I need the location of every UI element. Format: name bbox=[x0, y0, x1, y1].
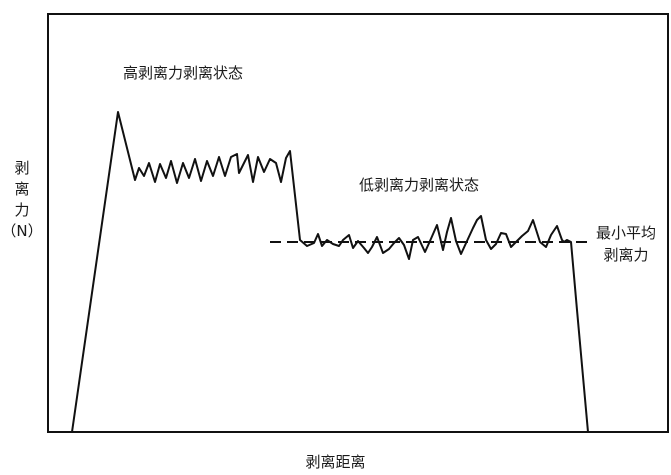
min-average-force-label: 最小平均 剥离力 bbox=[596, 222, 656, 266]
high-peel-state-label: 高剥离力剥离状态 bbox=[123, 64, 244, 82]
min-average-force-label-line-2: 剥离力 bbox=[603, 246, 649, 264]
y-axis-label: 剥 离 力 （N） bbox=[0, 158, 44, 242]
peel-force-curve bbox=[71, 111, 589, 433]
min-average-force-label-line-1: 最小平均 bbox=[596, 224, 657, 242]
x-axis-label: 剥离距离 bbox=[305, 453, 366, 471]
y-axis-label-line-2: 离 bbox=[14, 180, 30, 198]
low-peel-state-label: 低剥离力剥离状态 bbox=[359, 176, 480, 194]
plot-frame bbox=[47, 13, 669, 433]
y-axis-label-unit: （N） bbox=[1, 222, 43, 240]
y-axis-label-line-1: 剥 bbox=[14, 159, 30, 177]
y-axis-label-line-3: 力 bbox=[14, 201, 30, 219]
